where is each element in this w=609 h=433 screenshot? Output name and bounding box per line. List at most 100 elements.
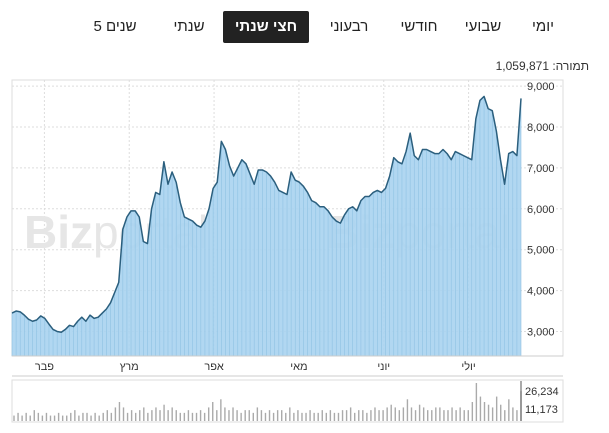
volume-bar bbox=[17, 412, 19, 421]
volume-bar bbox=[195, 412, 198, 421]
volume-bar bbox=[471, 402, 474, 421]
volume-bar bbox=[386, 407, 388, 421]
volume-bar bbox=[504, 410, 506, 421]
volume-bar bbox=[358, 410, 360, 421]
tab-weekly[interactable]: שבועי bbox=[464, 18, 502, 35]
volume-bar bbox=[191, 412, 194, 421]
volume-bar bbox=[447, 410, 449, 421]
volume-bar bbox=[378, 410, 380, 421]
x-tick-label: יוני bbox=[377, 361, 390, 373]
volume-bar bbox=[122, 407, 125, 421]
volume-bar bbox=[41, 415, 44, 421]
volume-bar bbox=[479, 396, 482, 421]
volume-bar bbox=[455, 410, 457, 421]
volume-bar bbox=[406, 399, 409, 421]
volume-bar bbox=[57, 412, 60, 421]
volume-bar bbox=[102, 412, 104, 421]
x-tick-label: מרץ bbox=[120, 361, 139, 373]
volume-bar bbox=[435, 407, 437, 421]
volume-bar bbox=[33, 410, 35, 421]
volume-bar bbox=[252, 412, 254, 421]
volume-bar bbox=[281, 410, 283, 421]
volume-bar bbox=[106, 410, 108, 421]
volume-bar bbox=[463, 410, 465, 421]
y-axis-labels: 3,000 4,000 5,000 6,000 7,000 8,000 9,000 bbox=[527, 81, 555, 338]
volume-bar bbox=[500, 404, 502, 421]
volume-bar bbox=[366, 412, 368, 421]
volume-bar bbox=[199, 410, 202, 421]
x-axis-labels: פבר מרץ אפר מאי יוני יולי bbox=[35, 360, 476, 373]
y-tick-label: 8,000 bbox=[527, 122, 555, 134]
volume-frame bbox=[11, 379, 564, 423]
volume-bar bbox=[139, 410, 141, 421]
volume-bar bbox=[325, 412, 328, 421]
volume-bar bbox=[402, 407, 405, 421]
timeframe-tabs: יומי שבועי חודשי רבעוני חצי שנתי שנתי 5 … bbox=[0, 11, 609, 45]
volume-bar bbox=[232, 407, 234, 421]
tab-daily[interactable]: יומי bbox=[532, 18, 554, 35]
volume-bar bbox=[244, 410, 246, 421]
volume-bar bbox=[260, 410, 263, 421]
tab-quarterly[interactable]: רבעוני bbox=[329, 18, 369, 35]
x-tick-label: מאי bbox=[290, 361, 307, 373]
volume-bar bbox=[443, 410, 445, 421]
volume-bar bbox=[276, 410, 279, 421]
volume-bar bbox=[216, 410, 218, 421]
y-tick-label: 9,000 bbox=[527, 81, 555, 93]
volume-bar bbox=[134, 412, 137, 421]
volume-bar bbox=[82, 412, 84, 421]
volume-bar bbox=[431, 410, 433, 421]
volume-bar bbox=[459, 407, 461, 421]
y-tick-label: 4,000 bbox=[527, 286, 555, 298]
volume-bar bbox=[374, 407, 376, 421]
volume-bar bbox=[187, 410, 190, 421]
volume-bar bbox=[313, 412, 315, 421]
tab-half-year[interactable]: חצי שנתי bbox=[223, 11, 309, 43]
y-tick-label: 3,000 bbox=[527, 326, 555, 338]
volume-tick-label: 26,234 bbox=[525, 386, 559, 398]
volume-bar bbox=[317, 412, 319, 421]
volume-bar bbox=[224, 407, 226, 421]
volume-bar bbox=[345, 410, 348, 421]
volume-bar bbox=[321, 410, 323, 421]
volume-bar bbox=[203, 412, 206, 421]
volume-bar bbox=[171, 407, 173, 421]
volume-bars bbox=[13, 381, 522, 421]
volume-bar bbox=[394, 407, 396, 421]
volume-bar bbox=[25, 412, 27, 421]
volume-label: תמורה: bbox=[552, 59, 589, 73]
x-tick-label: אפר bbox=[204, 361, 224, 373]
volume-bar bbox=[483, 402, 486, 421]
volume-bar bbox=[467, 410, 469, 421]
volume-bar bbox=[293, 412, 295, 421]
volume-bar bbox=[382, 410, 384, 421]
volume-bar bbox=[130, 410, 133, 421]
volume-bar bbox=[114, 407, 117, 421]
volume-bar bbox=[422, 407, 425, 421]
volume-axis-labels: 26,234 11,173 bbox=[525, 386, 559, 416]
volume-bar bbox=[309, 410, 311, 421]
tab-5-years[interactable]: 5 שנים bbox=[93, 18, 137, 35]
volume-bar bbox=[329, 410, 332, 421]
volume-bar bbox=[410, 407, 413, 421]
volume-bar bbox=[240, 412, 242, 421]
volume-bar bbox=[29, 415, 31, 421]
volume-bar bbox=[70, 412, 72, 421]
volume-bar bbox=[220, 399, 222, 421]
volume-bar bbox=[212, 402, 214, 421]
volume-bar bbox=[228, 410, 230, 421]
volume-bar bbox=[362, 410, 364, 421]
tab-yearly[interactable]: שנתי bbox=[173, 18, 205, 35]
price-line bbox=[11, 95, 522, 334]
volume-bar bbox=[508, 399, 510, 421]
y-tick-label: 5,000 bbox=[527, 245, 555, 257]
tab-monthly[interactable]: חודשי bbox=[400, 18, 438, 35]
volume-bar bbox=[61, 415, 64, 421]
volume-bar bbox=[45, 412, 48, 421]
volume-bar bbox=[301, 412, 303, 421]
volume-bar bbox=[90, 415, 92, 421]
volume-bar bbox=[289, 407, 291, 421]
x-tick-label: יולי bbox=[461, 360, 475, 373]
volume-bar bbox=[248, 410, 250, 421]
